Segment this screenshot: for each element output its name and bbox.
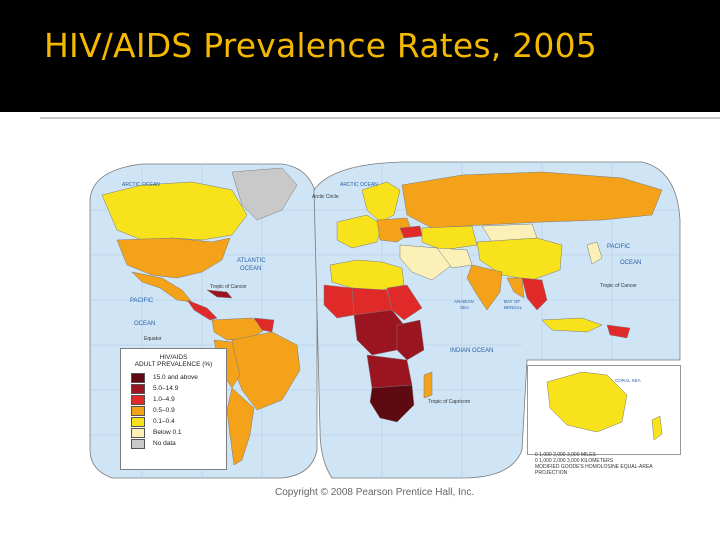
legend-title-line2: ADULT PREVALENCE (%): [134, 361, 213, 368]
scale-bar: 0 1,000 2,000 3,000 MILES 0 1,000 2,000 …: [535, 452, 682, 476]
atlantic-ocean-label-2: OCEAN: [240, 266, 261, 272]
southeast-asia: [521, 277, 548, 311]
title-bar: HIV/AIDS Prevalence Rates, 2005: [0, 0, 720, 112]
papua-new-guinea: [606, 324, 631, 339]
western-europe: [336, 214, 383, 249]
legend-swatch: [131, 383, 145, 394]
tropic-cancer-right-label: Tropic of Cancer: [600, 283, 637, 289]
ukraine: [399, 225, 423, 239]
canada: [101, 181, 248, 241]
kazakhstan: [421, 225, 478, 251]
title-divider: [40, 117, 720, 119]
legend-items: 15.0 and above 5.0–14.9 1.0–4.9 0.5–0.9 0.1–…: [121, 372, 226, 449]
arctic-ocean-label-left: ARCTIC OCEAN: [122, 182, 160, 188]
united-states: [116, 237, 231, 279]
legend-swatch: [131, 372, 145, 383]
southern-africa: [369, 384, 415, 423]
legend-label: No data: [153, 440, 176, 447]
east-africa: [396, 319, 425, 361]
pacific-ocean-left-label-1: PACIFIC: [130, 298, 154, 304]
legend-item: 15.0 and above: [131, 372, 226, 383]
indian-ocean-label: INDIAN OCEAN: [450, 348, 493, 354]
indonesia: [541, 317, 603, 333]
legend-label: 5.0–14.9: [153, 385, 179, 392]
legend-label: 0.1–0.4: [153, 418, 175, 425]
west-africa: [323, 284, 355, 319]
tropic-cancer-left-label: Tropic of Cancer: [210, 284, 247, 290]
china: [476, 237, 563, 281]
legend-label: 1.0–4.9: [153, 396, 175, 403]
legend-item: 0.1–0.4: [131, 416, 226, 427]
legend-swatch: [131, 405, 145, 416]
scale-miles: 0 1,000 2,000 3,000 MILES: [535, 452, 596, 458]
atlantic-ocean-label-1: ATLANTIC: [237, 258, 266, 264]
world-map: ARCTIC OCEAN ARCTIC OCEAN Arctic Circle …: [82, 160, 682, 482]
bay-bengal-label-1: BAY OF: [504, 299, 520, 304]
australia-inset-frame: [527, 365, 681, 455]
equator-label: Equator: [144, 336, 162, 342]
legend-swatch: [131, 416, 145, 427]
arabian-sea-label-2: SEA: [460, 305, 469, 310]
legend-label: 15.0 and above: [153, 374, 198, 381]
caribbean: [206, 289, 233, 299]
greenland: [231, 167, 298, 221]
legend-item: 1.0–4.9: [131, 394, 226, 405]
scandinavia: [361, 181, 401, 223]
north-africa: [329, 259, 405, 291]
arctic-circle-label: Arctic Circle: [312, 194, 339, 200]
copyright-notice: Copyright © 2008 Pearson Prentice Hall, …: [275, 487, 475, 498]
pacific-ocean-right-label-1: PACIFIC: [607, 244, 631, 250]
legend-title-line1: HIV/AIDS: [159, 354, 188, 361]
bay-bengal-label-2: BENGAL: [504, 305, 523, 310]
southern-cone: [226, 387, 255, 466]
legend-item: Below 0.1: [131, 427, 226, 438]
projection-label: MODIFIED GOODE'S HOMOLOSINE EQUAL-AREA P…: [535, 464, 653, 476]
legend-label: 0.5–0.9: [153, 407, 175, 414]
scale-km: 0 1,000 2,000 3,000 KILOMETERS: [535, 458, 614, 464]
pacific-ocean-left-label-2: OCEAN: [134, 321, 155, 327]
legend-swatch: [131, 427, 145, 438]
russia: [401, 171, 663, 229]
legend-label: Below 0.1: [153, 429, 182, 436]
arctic-ocean-label-right: ARCTIC OCEAN: [340, 182, 378, 188]
sudan-ethiopia: [386, 284, 423, 321]
legend-swatch: [131, 394, 145, 405]
madagascar: [423, 371, 433, 399]
legend-item: 5.0–14.9: [131, 383, 226, 394]
india: [466, 264, 503, 311]
legend-item: 0.5–0.9: [131, 405, 226, 416]
pacific-ocean-right-label-2: OCEAN: [620, 260, 641, 266]
coral-sea-label: CORAL SEA: [615, 378, 641, 383]
japan: [586, 241, 603, 265]
myanmar: [506, 277, 525, 299]
legend-title: HIV/AIDS ADULT PREVALENCE (%): [121, 354, 226, 368]
central-america: [186, 299, 218, 321]
australia: [546, 371, 628, 433]
new-zealand: [651, 415, 663, 441]
map-legend: HIV/AIDS ADULT PREVALENCE (%) 15.0 and a…: [120, 348, 227, 470]
slide-title: HIV/AIDS Prevalence Rates, 2005: [44, 26, 597, 65]
mexico: [131, 271, 193, 303]
tropic-capricorn-label: Tropic of Capricorn: [428, 399, 471, 405]
arabian-sea-label-1: ARABIAN: [454, 299, 474, 304]
legend-item: No data: [131, 438, 226, 449]
legend-swatch: [131, 438, 145, 449]
